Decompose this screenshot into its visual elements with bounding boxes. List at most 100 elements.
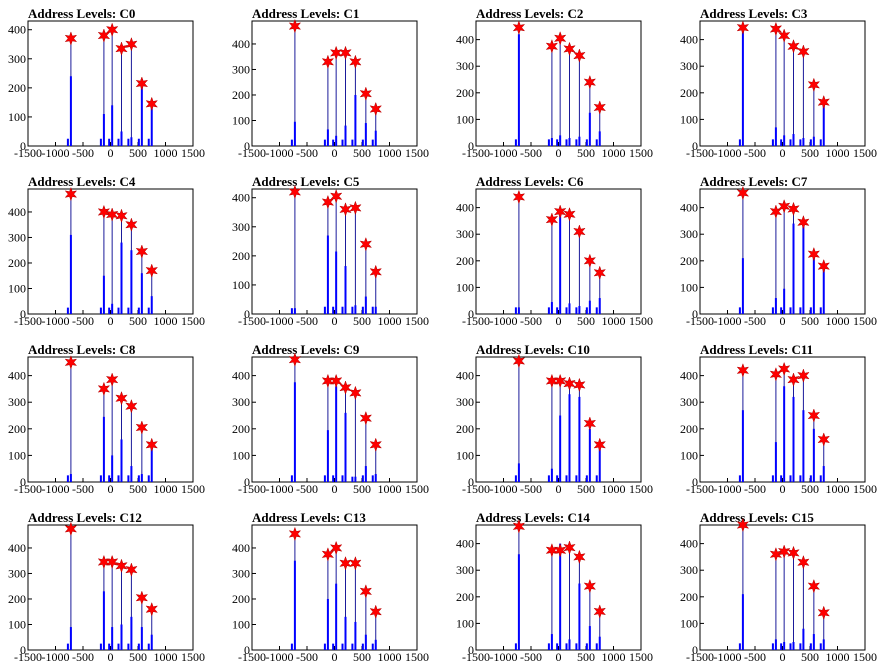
peak-marker <box>777 199 791 214</box>
y-tick-label: 300 <box>680 227 698 241</box>
histogram-bar <box>517 34 520 147</box>
peak-marker <box>583 578 597 594</box>
histogram-bar <box>364 634 367 650</box>
peak-marker <box>512 353 526 369</box>
peak-marker <box>359 410 373 426</box>
peak-marker <box>97 204 111 220</box>
histogram-bar <box>812 255 815 314</box>
x-tick-label: 0 <box>108 482 114 496</box>
x-tick-label: 1000 <box>154 482 178 496</box>
y-tick-label: 300 <box>8 52 26 66</box>
x-tick-label: -1000 <box>42 482 70 496</box>
histogram-bar <box>578 396 581 482</box>
x-tick-label: 1500 <box>181 146 205 160</box>
histogram-bar <box>323 306 326 314</box>
plot-frame <box>251 524 418 651</box>
histogram-bar <box>771 139 774 146</box>
histogram-bar <box>598 636 601 650</box>
peak-marker <box>777 361 791 377</box>
x-tick-label: 1000 <box>826 650 850 664</box>
peak-marker <box>583 253 597 269</box>
peak-marker <box>807 246 821 262</box>
x-tick-label: 0 <box>556 146 562 160</box>
histogram-bar <box>137 475 140 482</box>
histogram-bar <box>361 643 364 650</box>
y-tick-label: 400 <box>8 541 26 555</box>
histogram-bar <box>550 138 553 146</box>
x-tick-label: -1500 <box>462 146 490 160</box>
histogram-bar <box>335 583 338 650</box>
panel-14: Address Levels: C14 0 100 200 300 400 -1500 -10… <box>456 510 653 664</box>
peak-marker <box>369 604 383 619</box>
peak-marker <box>583 74 597 90</box>
histogram-bar <box>117 307 120 314</box>
peak-marker <box>97 381 111 397</box>
x-tick-label: 0 <box>556 650 562 664</box>
peak-marker <box>593 437 607 453</box>
histogram-bar <box>774 442 777 482</box>
x-tick-label: -500 <box>296 146 318 160</box>
peak-marker <box>817 94 831 110</box>
panel-title: Address Levels: C12 <box>28 510 142 525</box>
peak-marker <box>105 554 119 570</box>
y-tick-label: 200 <box>456 590 474 604</box>
peak-marker <box>593 265 607 281</box>
x-tick-label: -1000 <box>266 482 294 496</box>
x-tick-label: 1000 <box>602 314 626 328</box>
peak-marker <box>797 214 810 230</box>
histogram-bar <box>595 139 598 146</box>
histogram-bar <box>517 307 520 314</box>
x-tick-label: 500 <box>129 314 147 328</box>
histogram-bar <box>514 643 517 650</box>
x-tick-label: -1500 <box>14 146 42 160</box>
peak-marker <box>545 543 559 558</box>
panel-12: Address Levels: C12 0 100 200 300 400 -1500 -10… <box>8 510 205 664</box>
peak-marker <box>339 380 352 395</box>
y-tick-label: 400 <box>456 201 474 215</box>
peak-marker <box>115 41 128 56</box>
y-tick-label: 300 <box>456 563 474 577</box>
histogram-bar <box>140 474 143 482</box>
peak-marker <box>64 355 78 370</box>
y-tick-label: 100 <box>8 448 26 462</box>
x-tick-label: 1000 <box>826 482 850 496</box>
histogram-bar <box>789 643 792 650</box>
x-tick-label: -1500 <box>462 314 490 328</box>
x-tick-label: 1500 <box>181 482 205 496</box>
histogram-bar <box>547 475 550 482</box>
histogram-bar <box>120 131 123 146</box>
panel-9: Address Levels: C9 0 100 200 300 400 -1500 -100… <box>232 342 429 496</box>
plot-frame <box>251 356 418 483</box>
x-tick-label: 500 <box>801 146 819 160</box>
x-tick-label: -1000 <box>490 314 518 328</box>
x-tick-label: 1500 <box>405 314 429 328</box>
panel-0: Address Levels: C0 0 100 200 300 400 -1500 -100… <box>8 6 205 160</box>
histogram-bar <box>741 31 744 146</box>
peak-marker <box>349 556 362 571</box>
x-tick-label: -500 <box>72 650 94 664</box>
peak-marker <box>349 200 362 216</box>
y-tick-label: 100 <box>232 113 250 127</box>
y-tick-label: 200 <box>680 254 698 268</box>
peak-marker <box>553 543 567 558</box>
histogram-bar <box>364 296 367 314</box>
histogram-bar <box>361 306 364 314</box>
x-tick-label: 1000 <box>602 482 626 496</box>
x-tick-label: -1000 <box>266 314 294 328</box>
peak-marker <box>736 20 750 35</box>
histogram-bar <box>799 139 802 146</box>
histogram-bar <box>147 475 150 482</box>
y-tick-label: 0 <box>692 643 698 657</box>
x-tick-label: 1000 <box>826 314 850 328</box>
histogram-bar <box>371 475 374 482</box>
peak-marker <box>145 263 159 278</box>
peak-marker <box>563 540 576 555</box>
histogram-bar <box>374 639 377 650</box>
peak-marker <box>545 39 559 54</box>
y-tick-label: 0 <box>20 307 26 321</box>
histogram-bar <box>595 475 598 482</box>
y-tick-label: 400 <box>232 541 250 555</box>
histogram-bar <box>69 234 72 314</box>
panel-13: Address Levels: C13 0 100 200 300 400 -1500 -10… <box>232 510 429 664</box>
x-tick-label: 1500 <box>629 482 653 496</box>
